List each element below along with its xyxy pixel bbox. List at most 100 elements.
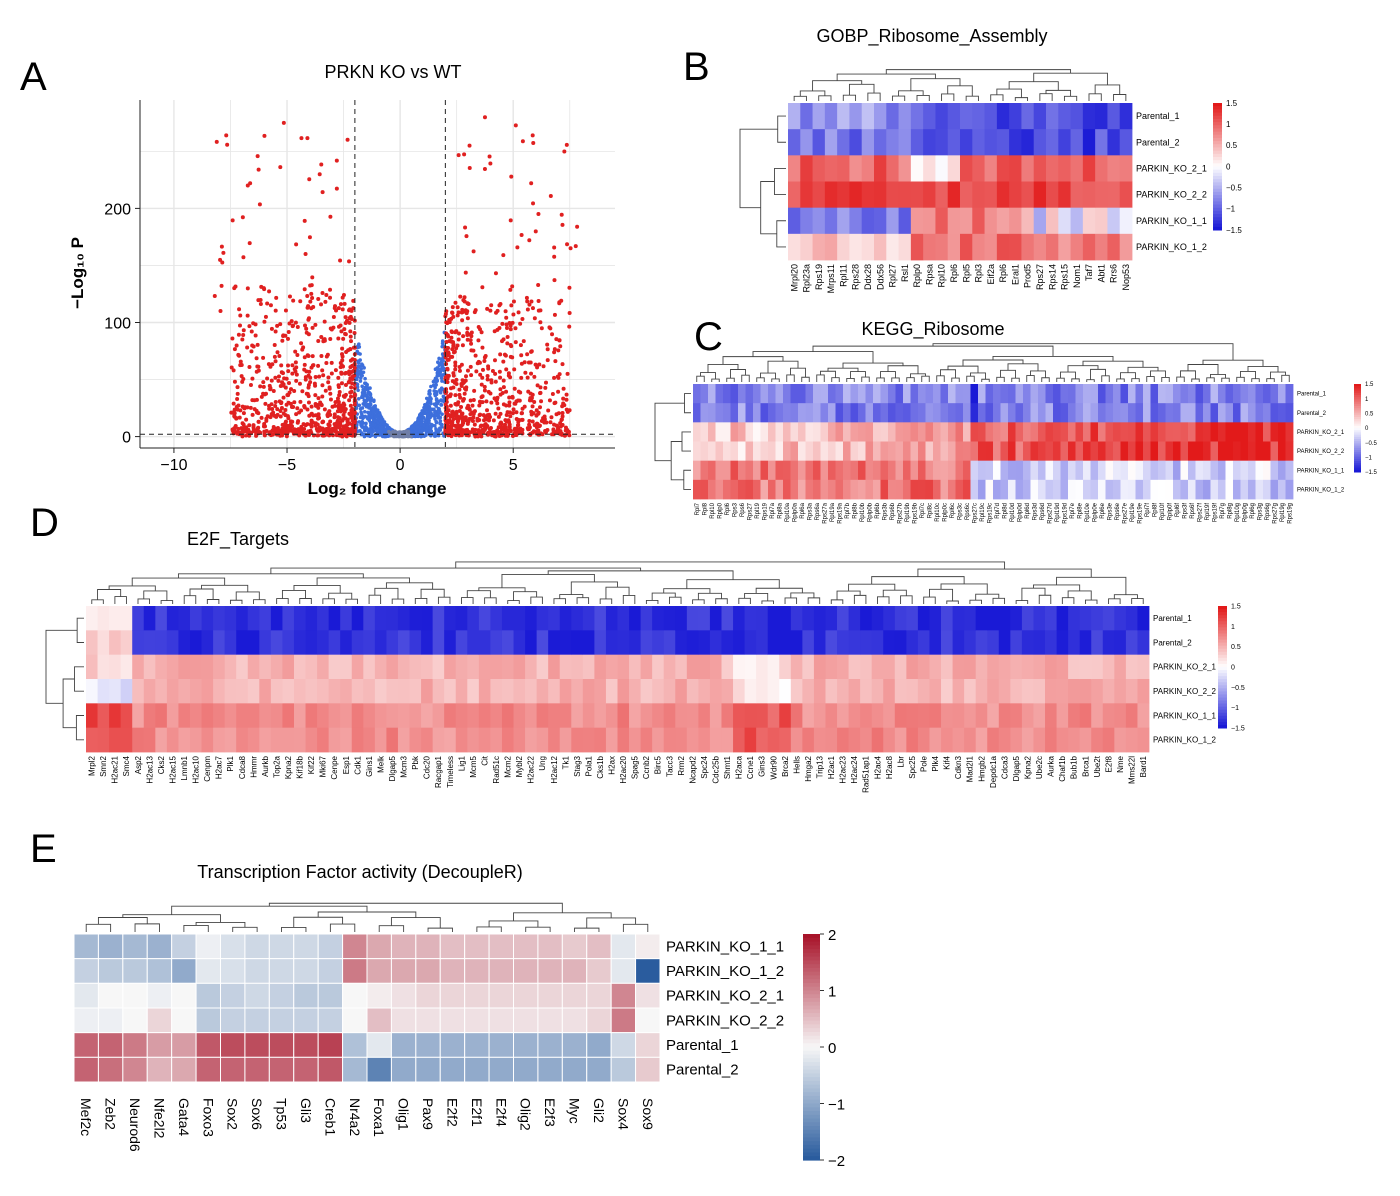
heatmap-c-cell: [888, 384, 896, 404]
heatmap-c-cell: [1218, 441, 1226, 462]
heatmap-d-cell: [1033, 654, 1046, 680]
heatmap-d-cell: [282, 654, 295, 680]
heatmap-e-cell: [97, 933, 124, 960]
volcano-point: [316, 339, 321, 344]
heatmap-e-cell: [561, 1007, 588, 1034]
heatmap-c-col-label: Rpl19b: [905, 502, 911, 522]
heatmap-b-col-label: Taf7: [1084, 264, 1094, 281]
heatmap-d-cell: [883, 679, 896, 704]
heatmap-d-cell: [397, 679, 410, 704]
volcano-point: [429, 397, 433, 401]
heatmap-d-cell: [721, 679, 734, 704]
heatmap-e-legend-tick: 1: [828, 984, 836, 1001]
volcano-point: [561, 386, 566, 391]
volcano-point: [532, 374, 537, 379]
heatmap-d-cell: [97, 606, 110, 631]
heatmap-c-legend-swatch: [1354, 461, 1361, 464]
volcano-title: PRKN KO vs WT: [324, 62, 461, 82]
heatmap-c-cell: [1143, 403, 1151, 423]
volcano-point: [266, 362, 271, 367]
heatmap-e-cell: [268, 933, 295, 960]
heatmap-d-cell: [328, 703, 341, 729]
heatmap-b-cell: [886, 155, 899, 182]
heatmap-d-cell: [998, 727, 1011, 753]
heatmap-d-col-label: Brca2: [781, 755, 790, 776]
volcano-point: [538, 385, 543, 390]
heatmap-d-cell: [397, 654, 410, 680]
volcano-point: [343, 371, 348, 376]
volcano-point: [455, 305, 460, 310]
volcano-point: [462, 391, 467, 396]
heatmap-b-col-dendrogram: [910, 78, 961, 91]
heatmap-c-legend-swatch: [1354, 410, 1361, 414]
heatmap-e-col-label: Nr4a2: [347, 1098, 363, 1136]
volcano-point: [501, 359, 506, 364]
heatmap-d-cell: [894, 630, 907, 656]
heatmap-d-cell: [1056, 630, 1069, 656]
heatmap-d-col-label: Ncapd2: [688, 755, 697, 783]
heatmap-d-cell: [952, 606, 965, 631]
heatmap-d-cell: [790, 679, 803, 704]
volcano-point: [334, 158, 339, 163]
heatmap-e-cell: [561, 933, 588, 960]
heatmap-c-cell: [1038, 441, 1046, 462]
heatmap-c-cell: [1270, 422, 1279, 442]
heatmap-e-cell: [366, 1056, 392, 1083]
volcano-point: [346, 348, 351, 353]
volcano-point: [501, 385, 506, 390]
volcano-point: [294, 412, 299, 417]
heatmap-c-cell: [738, 441, 746, 462]
volcano-point: [443, 391, 448, 396]
volcano-point: [310, 275, 315, 280]
heatmap-d-cell: [201, 654, 214, 680]
volcano-point: [447, 339, 452, 344]
volcano-point: [525, 307, 530, 312]
heatmap-d-cell: [1079, 727, 1092, 753]
heatmap-c-col-label: Rpl10g: [1235, 503, 1241, 522]
heatmap-b-col-dendrogram: [916, 94, 930, 101]
heatmap-d-cell: [929, 679, 942, 704]
volcano-point: [294, 242, 299, 247]
heatmap-c-cell: [1278, 403, 1286, 423]
heatmap-d-col-label: Pola1: [584, 755, 593, 776]
heatmap-b-legend-swatch: [1213, 198, 1222, 202]
heatmap-e-col-dendrogram: [293, 916, 344, 928]
heatmap-d-legend-swatch: [1218, 612, 1227, 616]
heatmap-d-col-dendrogram: [830, 599, 844, 604]
volcano-point: [261, 355, 266, 360]
heatmap-d-col-dendrogram: [131, 577, 226, 586]
heatmap-b-legend-swatch: [1213, 201, 1222, 206]
heatmap-c-cell: [873, 441, 881, 462]
volcano-point: [230, 336, 235, 341]
heatmap-d-cell: [998, 703, 1011, 729]
volcano-point: [337, 393, 342, 398]
heatmap-d-cell: [744, 630, 757, 656]
heatmap-c-cell: [1098, 422, 1106, 442]
heatmap-c-col-label: Rps19c: [987, 503, 993, 523]
heatmap-d-legend-swatch: [1218, 691, 1227, 695]
heatmap-e-cell: [342, 933, 368, 960]
volcano-point: [428, 388, 432, 393]
heatmap-d-cell: [432, 630, 445, 656]
heatmap-d-cell: [721, 703, 734, 729]
volcano-point: [489, 378, 494, 383]
heatmap-c-col-dendrogram: [707, 364, 739, 373]
heatmap-e-cell: [586, 1056, 612, 1083]
heatmap-d-cell: [155, 679, 168, 704]
volcano-point: [302, 404, 307, 409]
volcano-point: [305, 136, 310, 141]
heatmap-d-cell: [1102, 654, 1115, 680]
heatmap-d-cell: [594, 703, 607, 729]
volcano-point: [293, 320, 298, 325]
heatmap-c-cell: [745, 422, 754, 442]
heatmap-c-cell: [1120, 460, 1129, 481]
volcano-point: [269, 402, 274, 407]
heatmap-d-col-dendrogram: [368, 594, 382, 604]
heatmap-c-cell: [1053, 460, 1061, 481]
heatmap-d-cell: [917, 727, 930, 753]
heatmap-d-cell: [571, 679, 584, 704]
heatmap-e-cell: [220, 1056, 246, 1083]
volcano-point: [549, 415, 554, 420]
heatmap-d-cell: [1033, 679, 1046, 704]
heatmap-b-cell: [1021, 103, 1035, 130]
